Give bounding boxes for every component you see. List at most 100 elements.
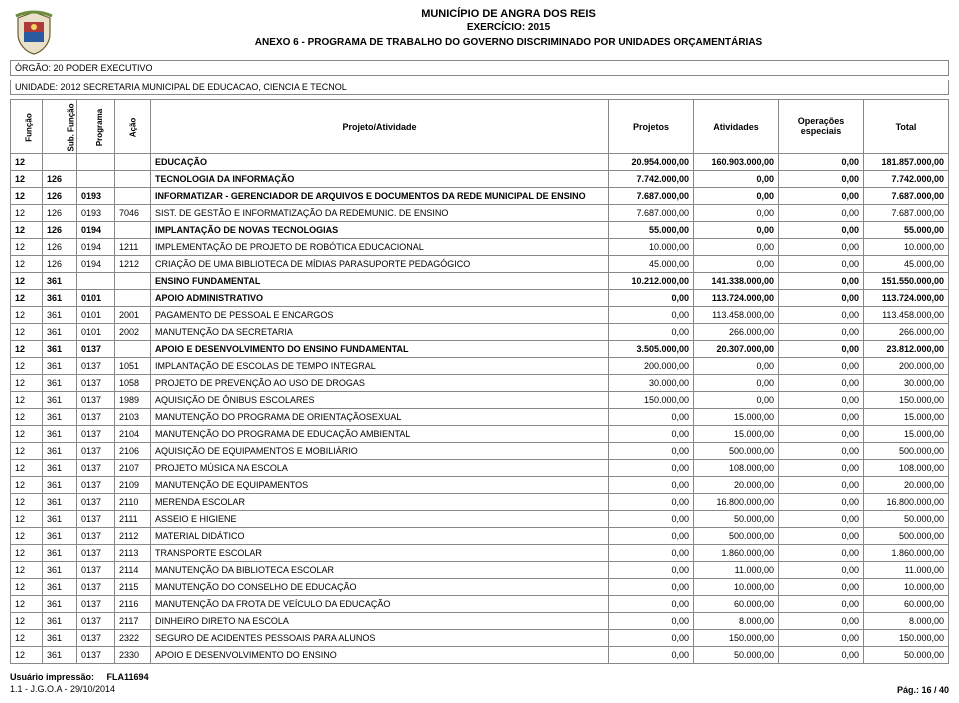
cell-code: 0137 xyxy=(77,562,115,579)
cell-code: 0194 xyxy=(77,239,115,256)
cell-value: 0,00 xyxy=(694,375,779,392)
cell-code: 361 xyxy=(43,273,77,290)
col-acao: Ação xyxy=(115,100,151,154)
cell-code: 361 xyxy=(43,290,77,307)
cell-value: 0,00 xyxy=(779,307,864,324)
cell-value: 113.724.000,00 xyxy=(864,290,949,307)
cell-code: 0137 xyxy=(77,494,115,511)
cell-code: 12 xyxy=(11,443,43,460)
cell-value: 7.687.000,00 xyxy=(864,188,949,205)
report-header: MUNICÍPIO DE ANGRA DOS REIS EXERCÍCIO: 2… xyxy=(10,8,949,56)
cell-value: 0,00 xyxy=(779,290,864,307)
cell-code: 126 xyxy=(43,171,77,188)
table-row: 121260194IMPLANTAÇÃO DE NOVAS TECNOLOGIA… xyxy=(11,222,949,239)
cell-value: 500.000,00 xyxy=(694,443,779,460)
cell-code xyxy=(77,273,115,290)
table-row: 1212601937046SIST. DE GESTÃO E INFORMATI… xyxy=(11,205,949,222)
cell-value: 0,00 xyxy=(779,579,864,596)
cell-code: 12 xyxy=(11,426,43,443)
cell-code: 361 xyxy=(43,596,77,613)
cell-value: 1.860.000,00 xyxy=(694,545,779,562)
cell-code: 126 xyxy=(43,239,77,256)
cell-code: 12 xyxy=(11,613,43,630)
cell-code: 2106 xyxy=(115,443,151,460)
cell-value: 108.000,00 xyxy=(694,460,779,477)
cell-code: 12 xyxy=(11,154,43,171)
budget-table: Função Sub. Função Programa Ação Projeto… xyxy=(10,99,949,664)
table-row: 1212601941212CRIAÇÃO DE UMA BIBLIOTECA D… xyxy=(11,256,949,273)
cell-value: 3.505.000,00 xyxy=(609,341,694,358)
cell-code: 2001 xyxy=(115,307,151,324)
municipality-crest-icon xyxy=(10,8,58,56)
col-atividades: Atividades xyxy=(694,100,779,154)
cell-value: 0,00 xyxy=(694,205,779,222)
table-row: 1236101372107PROJETO MÚSICA NA ESCOLA0,0… xyxy=(11,460,949,477)
cell-value: 7.742.000,00 xyxy=(609,171,694,188)
cell-value: 45.000,00 xyxy=(864,256,949,273)
cell-value: 20.000,00 xyxy=(864,477,949,494)
cell-value: 0,00 xyxy=(779,528,864,545)
cell-code: 1989 xyxy=(115,392,151,409)
table-row: 1236101372106AQUISIÇÃO DE EQUIPAMENTOS E… xyxy=(11,443,949,460)
col-projeto-atividade: Projeto/Atividade xyxy=(151,100,609,154)
cell-value: 0,00 xyxy=(779,647,864,664)
cell-code: 2330 xyxy=(115,647,151,664)
table-row: 123610101APOIO ADMINISTRATIVO0,00113.724… xyxy=(11,290,949,307)
cell-value: 0,00 xyxy=(779,409,864,426)
cell-description: TECNOLOGIA DA INFORMAÇÃO xyxy=(151,171,609,188)
cell-code: 12 xyxy=(11,358,43,375)
cell-code: 0193 xyxy=(77,205,115,222)
cell-value: 50.000,00 xyxy=(864,511,949,528)
cell-code: 126 xyxy=(43,205,77,222)
cell-description: IMPLANTAÇÃO DE NOVAS TECNOLOGIAS xyxy=(151,222,609,239)
cell-value: 30.000,00 xyxy=(864,375,949,392)
cell-value: 0,00 xyxy=(609,647,694,664)
table-row: 1236101372111ASSEIO E HIGIENE0,0050.000,… xyxy=(11,511,949,528)
cell-value: 0,00 xyxy=(779,171,864,188)
cell-value: 0,00 xyxy=(779,256,864,273)
table-row: 123610137APOIO E DESENVOLVIMENTO DO ENSI… xyxy=(11,341,949,358)
cell-code: 12 xyxy=(11,511,43,528)
cell-code: 2114 xyxy=(115,562,151,579)
table-row: 1236101372114MANUTENÇÃO DA BIBLIOTECA ES… xyxy=(11,562,949,579)
cell-code: 2113 xyxy=(115,545,151,562)
cell-value: 20.000,00 xyxy=(694,477,779,494)
cell-code: 2115 xyxy=(115,579,151,596)
cell-code xyxy=(115,290,151,307)
cell-code: 361 xyxy=(43,511,77,528)
cell-code: 2111 xyxy=(115,511,151,528)
cell-code: 361 xyxy=(43,426,77,443)
cell-description: AQUISIÇÃO DE EQUIPAMENTOS E MOBILIÁRIO xyxy=(151,443,609,460)
cell-code: 361 xyxy=(43,647,77,664)
cell-code: 12 xyxy=(11,477,43,494)
cell-code: 0137 xyxy=(77,630,115,647)
cell-value: 16.800.000,00 xyxy=(864,494,949,511)
cell-code: 12 xyxy=(11,324,43,341)
cell-value: 45.000,00 xyxy=(609,256,694,273)
cell-description: MANUTENÇÃO DO PROGRAMA DE EDUCAÇÃO AMBIE… xyxy=(151,426,609,443)
cell-code: 361 xyxy=(43,562,77,579)
table-row: 1236101012002MANUTENÇÃO DA SECRETARIA0,0… xyxy=(11,324,949,341)
footer-user: FLA11694 xyxy=(107,672,149,682)
cell-code: 12 xyxy=(11,494,43,511)
cell-code: 1211 xyxy=(115,239,151,256)
cell-value: 10.000,00 xyxy=(864,579,949,596)
cell-code: 361 xyxy=(43,307,77,324)
cell-code xyxy=(115,273,151,290)
cell-value: 55.000,00 xyxy=(609,222,694,239)
table-row: 1236101371051IMPLANTAÇÃO DE ESCOLAS DE T… xyxy=(11,358,949,375)
cell-code: 0137 xyxy=(77,528,115,545)
orgao-box: ÓRGÃO: 20 PODER EXECUTIVO xyxy=(10,60,949,76)
cell-value: 20.954.000,00 xyxy=(609,154,694,171)
cell-value: 0,00 xyxy=(609,290,694,307)
cell-value: 0,00 xyxy=(694,256,779,273)
cell-value: 8.000,00 xyxy=(694,613,779,630)
cell-value: 0,00 xyxy=(694,171,779,188)
cell-value: 1.860.000,00 xyxy=(864,545,949,562)
cell-value: 30.000,00 xyxy=(609,375,694,392)
cell-value: 113.458.000,00 xyxy=(694,307,779,324)
cell-value: 113.458.000,00 xyxy=(864,307,949,324)
cell-value: 50.000,00 xyxy=(694,511,779,528)
cell-code xyxy=(43,154,77,171)
cell-description: PROJETO MÚSICA NA ESCOLA xyxy=(151,460,609,477)
